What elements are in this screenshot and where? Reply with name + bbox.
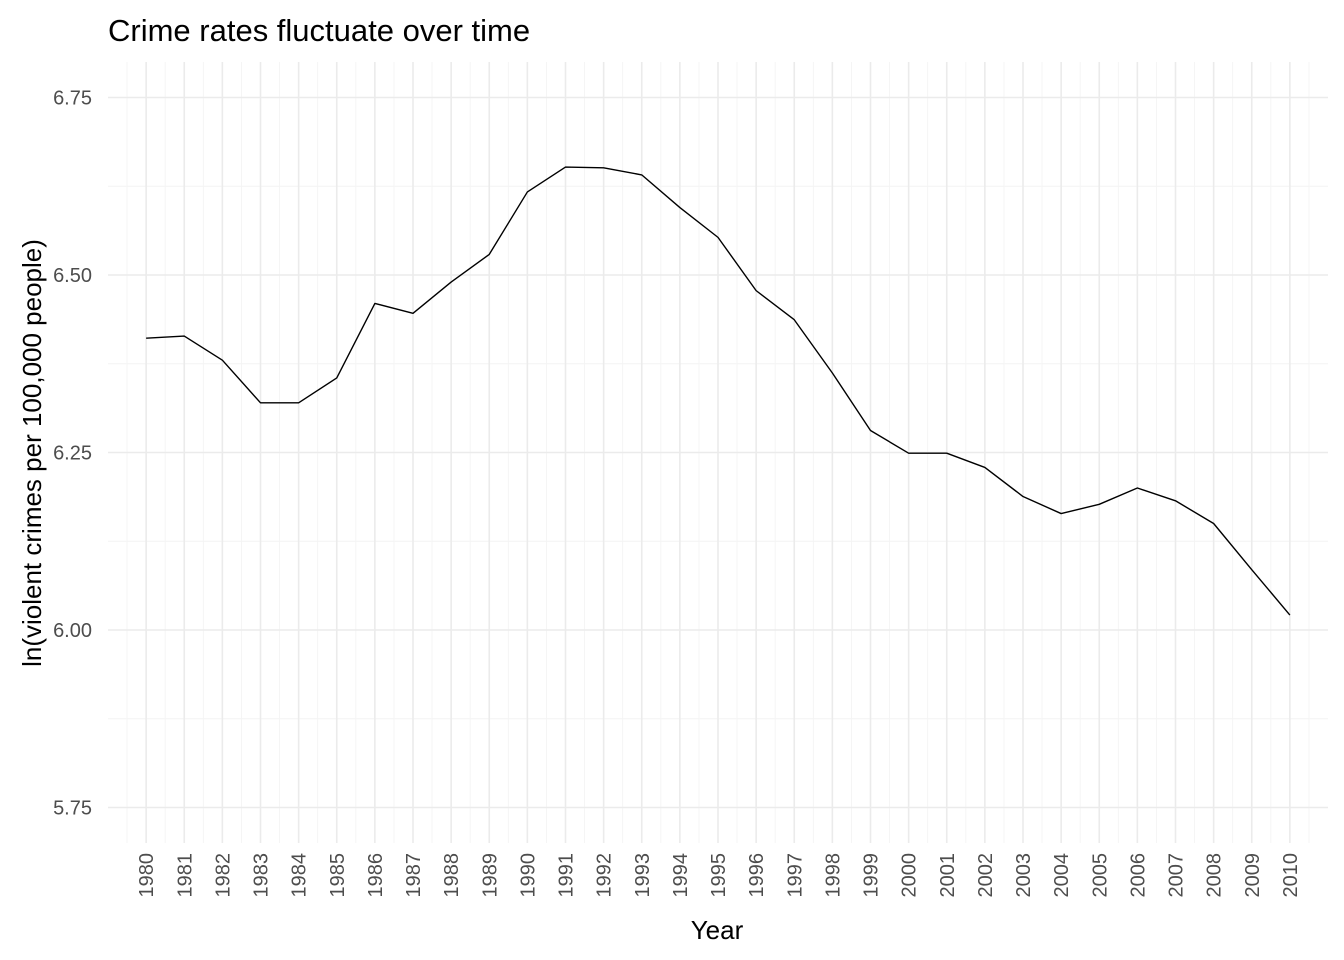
- x-tick-label: 1986: [365, 853, 387, 898]
- y-tick-label: 6.25: [53, 443, 92, 465]
- x-tick-label: 1995: [708, 853, 730, 898]
- x-tick-label: 2009: [1242, 853, 1264, 898]
- x-tick-label: 1981: [174, 853, 196, 898]
- y-tick-label: 6.00: [53, 620, 92, 642]
- x-tick-label: 1987: [403, 853, 425, 898]
- x-tick-label: 2000: [899, 853, 921, 898]
- x-tick-label: 1993: [632, 853, 654, 898]
- chart-title: Crime rates fluctuate over time: [108, 13, 530, 48]
- x-tick-label: 1988: [441, 853, 463, 898]
- x-tick-label: 2001: [937, 853, 959, 898]
- x-tick-label: 1999: [861, 853, 883, 898]
- x-tick-label: 2004: [1051, 853, 1073, 898]
- x-tick-label: 1997: [784, 853, 806, 898]
- x-tick-label: 1990: [517, 853, 539, 898]
- x-tick-label: 1985: [327, 853, 349, 898]
- x-tick-label: 2006: [1127, 853, 1149, 898]
- x-axis-title: Year: [691, 915, 744, 945]
- y-axis-title: ln(violent crimes per 100,000 people): [17, 239, 47, 667]
- x-axis-ticks: 1980 1981 1982 1983 1984 1985 1986 1987 1988 1989…: [136, 853, 1302, 898]
- x-tick-label: 1994: [670, 853, 692, 898]
- y-tick-label: 6.75: [53, 88, 92, 110]
- y-tick-label: 6.50: [53, 265, 92, 287]
- x-tick-label: 1980: [136, 853, 158, 898]
- x-tick-label: 2002: [975, 853, 997, 898]
- x-tick-label: 2010: [1280, 853, 1302, 898]
- series-line: [146, 166, 1291, 616]
- x-tick-label: 2007: [1166, 853, 1188, 898]
- y-axis-ticks: 5.75 6.00 6.25 6.50 6.75: [53, 88, 92, 820]
- x-tick-label: 2005: [1089, 853, 1111, 898]
- x-tick-label: 1983: [251, 853, 273, 898]
- x-tick-label: 1996: [746, 853, 768, 898]
- x-tick-label: 1989: [479, 853, 501, 898]
- x-tick-label: 1984: [289, 853, 311, 898]
- x-tick-label: 1992: [594, 853, 616, 898]
- x-tick-label: 1982: [212, 853, 234, 898]
- x-tick-label: 2003: [1013, 853, 1035, 898]
- plot-marks: [146, 166, 1291, 616]
- x-tick-label: 2008: [1204, 853, 1226, 898]
- x-tick-label: 1998: [822, 853, 844, 898]
- x-tick-label: 1991: [556, 853, 578, 898]
- grid: [108, 62, 1328, 843]
- y-tick-label: 5.75: [53, 798, 92, 820]
